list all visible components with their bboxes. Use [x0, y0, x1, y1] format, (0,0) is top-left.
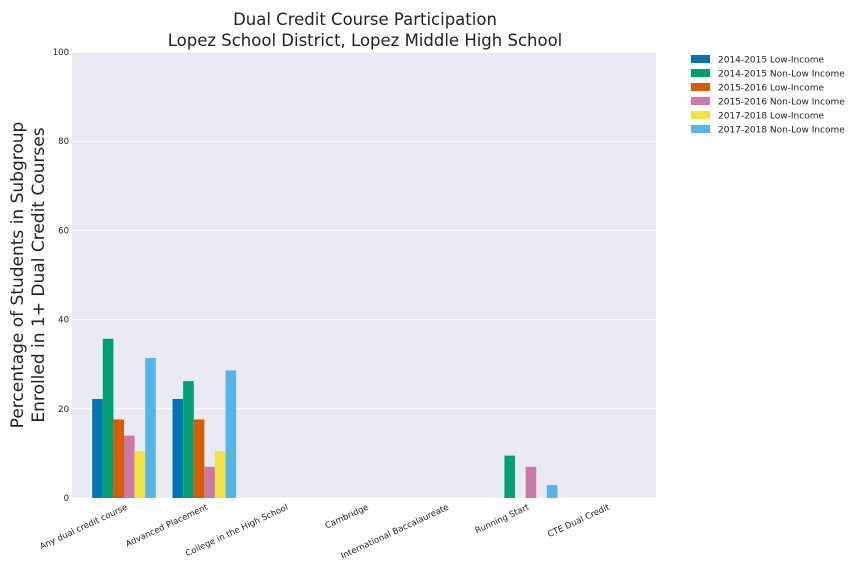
x-tick-label: Any dual credit course: [39, 503, 130, 552]
legend-swatch: [691, 97, 710, 105]
plot-area: [72, 52, 656, 498]
y-axis-label: Percentage of Students in Subgroup Enrol…: [8, 122, 49, 429]
legend-swatch: [691, 111, 710, 119]
bar: [113, 419, 124, 498]
y-tick-label: 60: [58, 226, 69, 236]
bar: [183, 381, 194, 498]
legend-swatch: [691, 55, 710, 63]
legend-entry: 2017-2018 Non-Low Income: [718, 126, 845, 136]
bar: [172, 398, 184, 498]
bar: [525, 466, 537, 498]
legend-swatch: [691, 83, 710, 91]
y-tick-label: 80: [58, 137, 69, 147]
bar: [134, 451, 146, 498]
chart-subtitle: Lopez School District, Lopez Middle High…: [168, 31, 563, 50]
legend-entry: 2015-2016 Non-Low Income: [718, 98, 845, 108]
x-tick-label: Running Start: [474, 502, 532, 536]
legend-swatch: [691, 69, 710, 77]
bar: [145, 357, 156, 498]
y-axis-label-line-2: Enrolled in 1+ Dual Credit Courses: [29, 127, 49, 422]
legend-swatch: [691, 125, 710, 133]
x-tick-label: Advanced Placement: [124, 502, 210, 549]
bar: [102, 338, 114, 498]
y-tick-label: 0: [64, 494, 69, 504]
legend-entry: 2014-2015 Low-Income: [718, 56, 824, 66]
y-tick-label: 20: [58, 405, 69, 415]
y-axis-ticks: 0 20 40 60 80 100: [53, 48, 69, 504]
bar: [204, 466, 215, 498]
bar: [225, 370, 237, 498]
bar: [214, 451, 226, 498]
y-tick-label: 40: [58, 316, 69, 326]
bar: [193, 419, 205, 498]
grid-lines: [72, 51, 656, 499]
chart-title: Dual Credit Course Participation: [233, 10, 497, 29]
y-tick-label: 100: [53, 48, 69, 58]
bar: [124, 435, 135, 498]
legend: 2014-2015 Low-Income 2014-2015 Non-Low In…: [691, 55, 845, 136]
bar: [92, 398, 103, 498]
legend-entry: 2017-2018 Low-Income: [718, 112, 824, 122]
bar: [504, 455, 516, 498]
bar: [546, 485, 558, 498]
x-tick-label: Cambridge: [324, 503, 371, 532]
bars: [92, 338, 558, 498]
x-tick-label: CTE Dual Credit: [546, 502, 612, 540]
y-axis-label-line-1: Percentage of Students in Subgroup: [8, 122, 28, 429]
legend-entry: 2014-2015 Non-Low Income: [718, 70, 845, 80]
legend-entry: 2015-2016 Low-Income: [718, 84, 824, 94]
